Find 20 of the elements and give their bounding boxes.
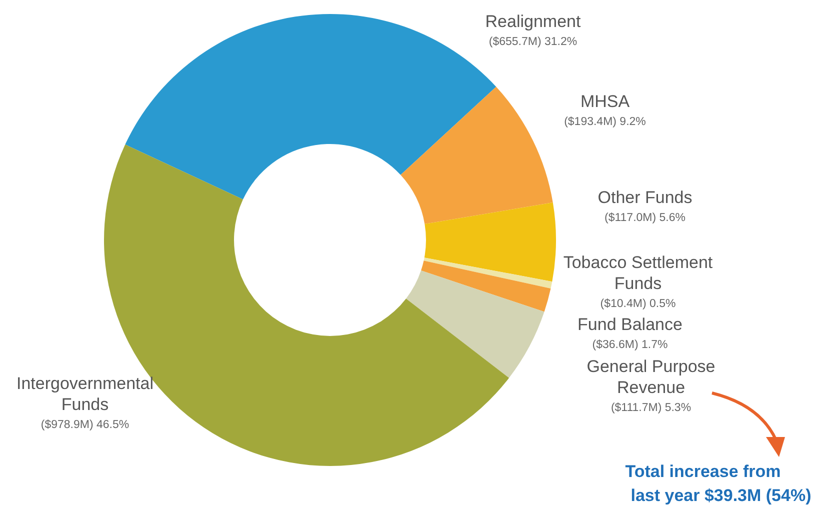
- data-label: ($978.9M) 46.5%: [40, 419, 130, 431]
- data-label: ($655.7M) 31.2%: [488, 36, 578, 48]
- slice-label: Fund Balance: [578, 315, 682, 334]
- donut-slice: [424, 258, 552, 289]
- donut-slice: [400, 86, 553, 224]
- data-label: ($111.7M) 5.3%: [610, 402, 692, 414]
- slice-label: Realignment: [485, 12, 581, 31]
- slice-label: Tobacco Settlement Funds: [563, 253, 713, 293]
- slice-label: Intergovernmental Funds: [16, 374, 154, 414]
- data-label: ($117.0M) 5.6%: [604, 212, 686, 224]
- donut-slice: [421, 260, 551, 312]
- slice-label: Other Funds: [598, 188, 692, 207]
- data-label: ($36.6M) 1.7%: [592, 339, 668, 351]
- donut-slice: [424, 202, 556, 282]
- data-label: ($10.4M) 0.5%: [600, 298, 676, 310]
- data-label: ($193.4M) 9.2%: [564, 116, 646, 128]
- slice-label: General Purpose Revenue: [586, 357, 716, 397]
- slice-label: MHSA: [580, 92, 630, 111]
- donut-slice: [406, 270, 544, 378]
- text: Total increase from last year $39.3M (54%): [625, 462, 812, 505]
